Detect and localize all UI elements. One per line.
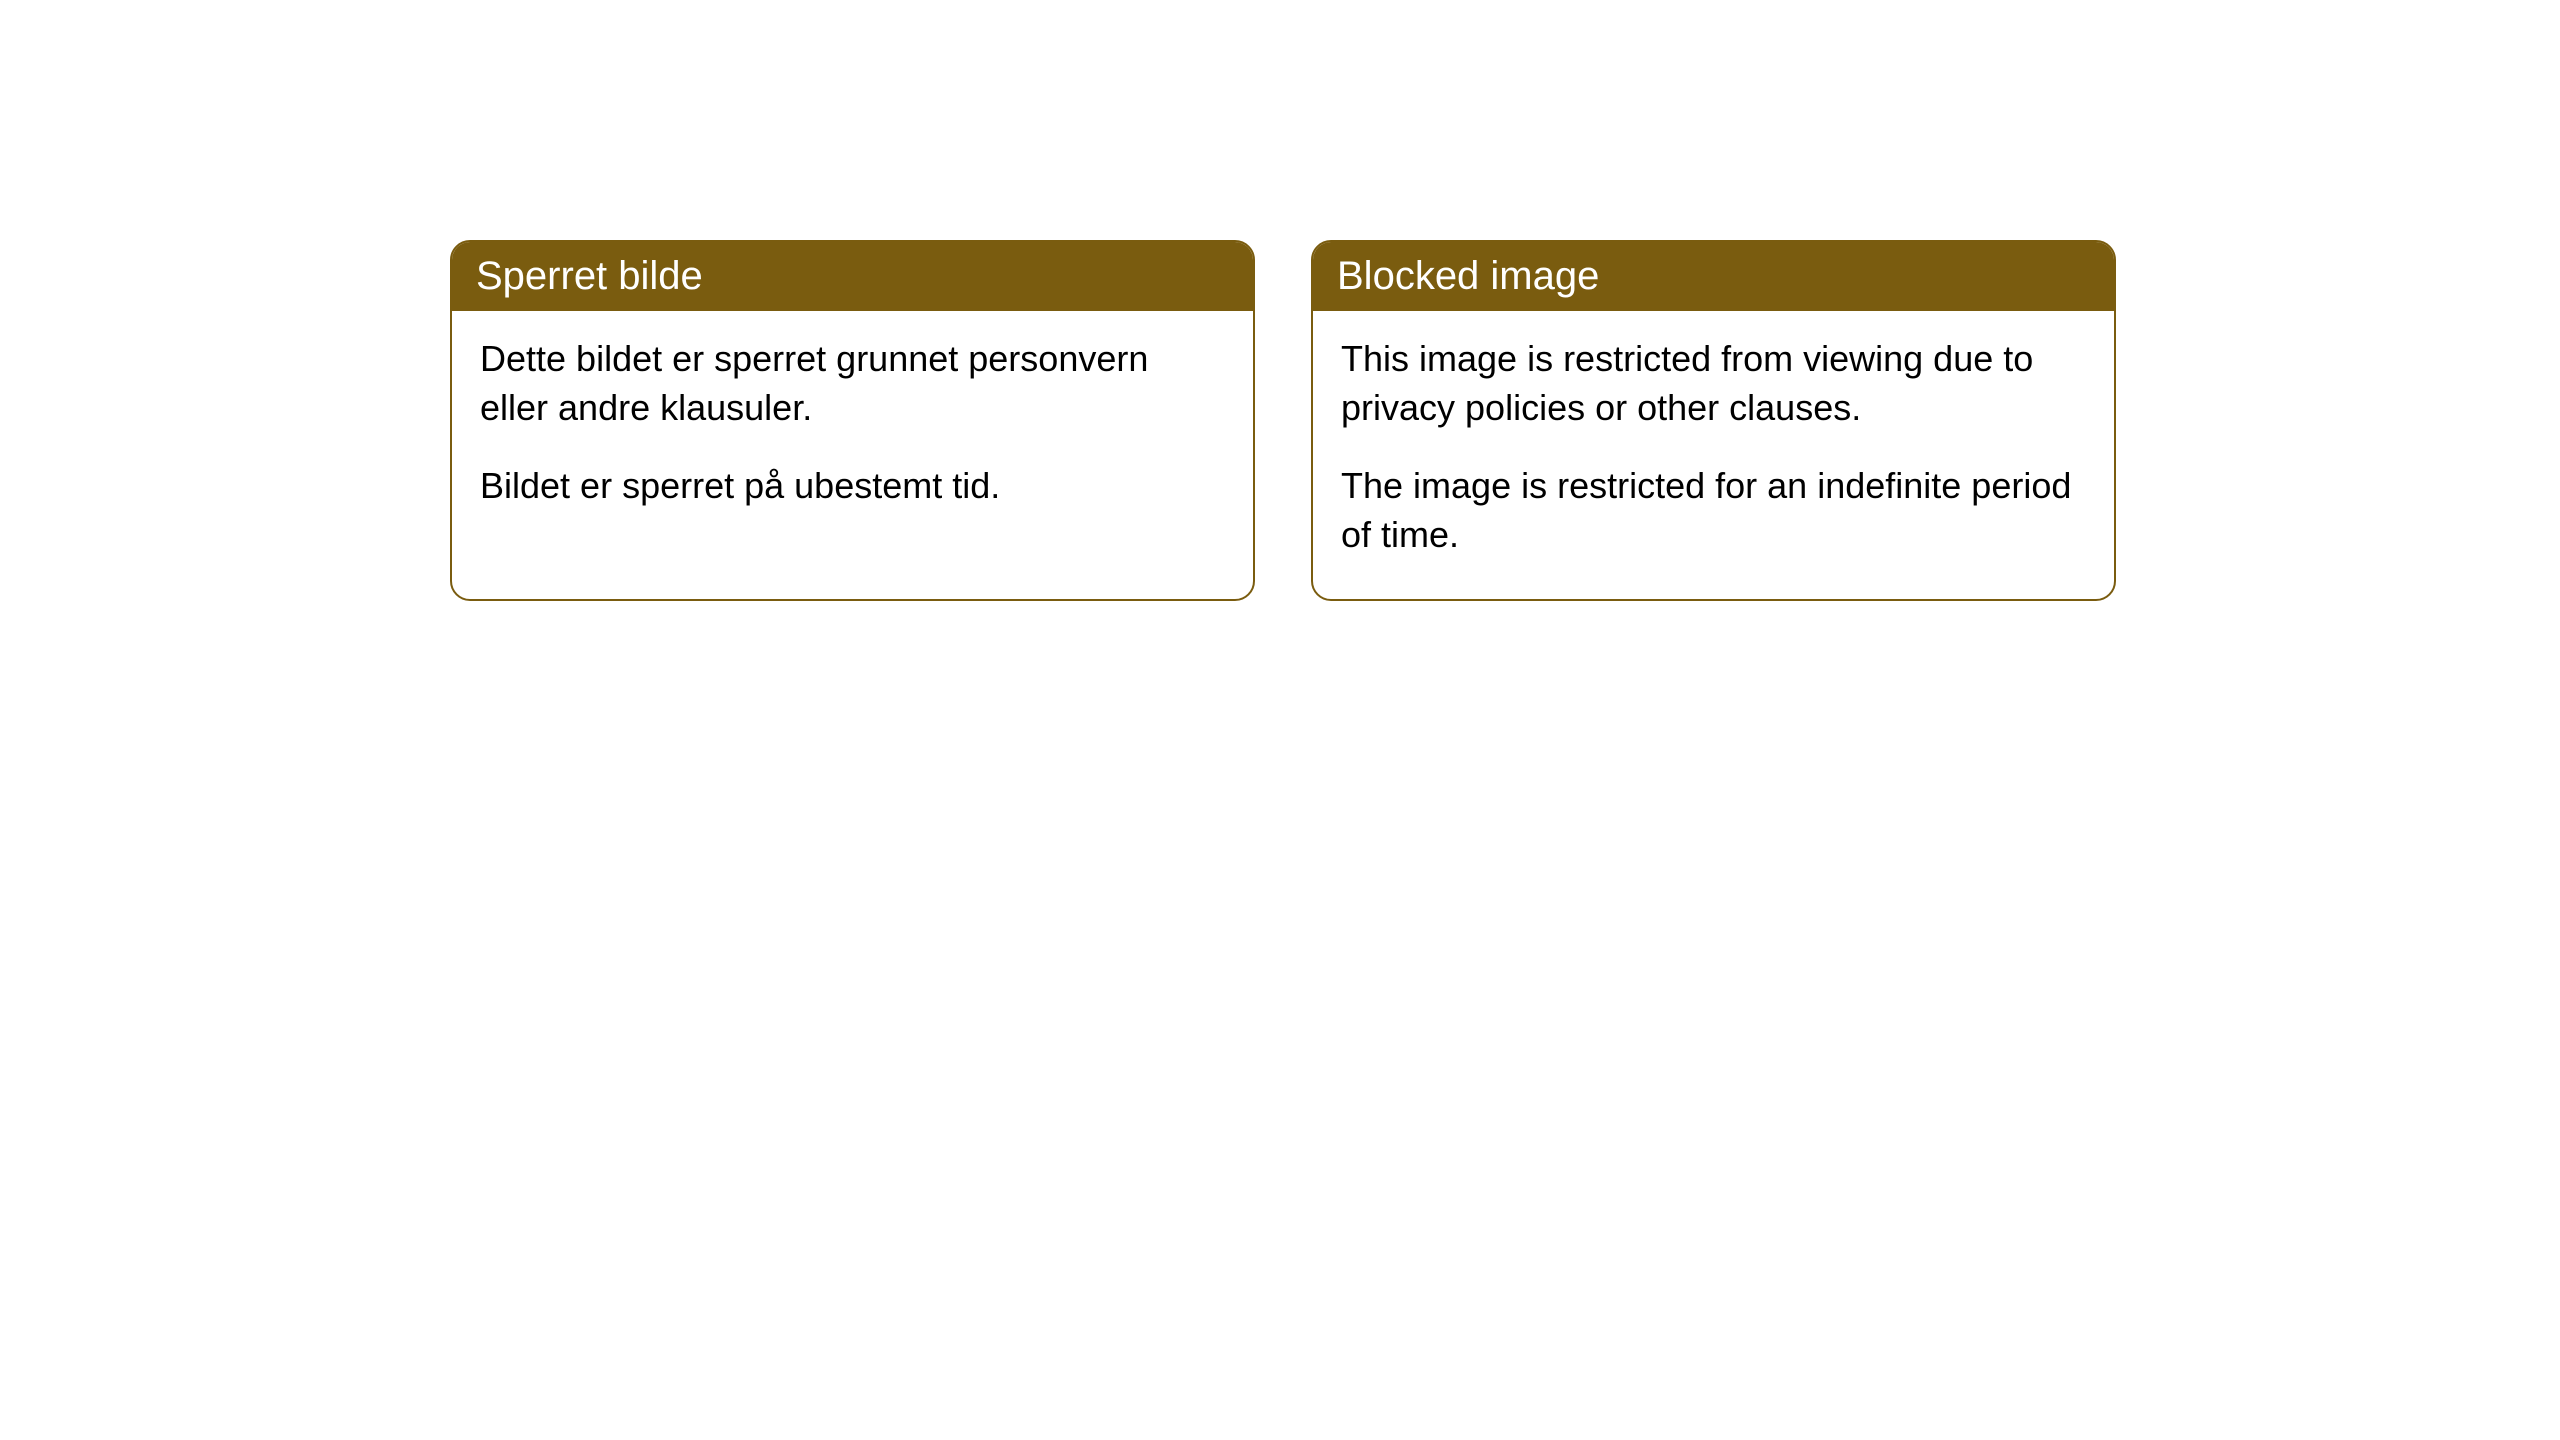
card-body-en: This image is restricted from viewing du… [1313,311,2114,599]
card-header-no: Sperret bilde [452,242,1253,311]
card-paragraph: The image is restricted for an indefinit… [1341,462,2086,559]
notice-container: Sperret bilde Dette bildet er sperret gr… [450,240,2116,601]
card-title-en: Blocked image [1337,254,1599,298]
card-header-en: Blocked image [1313,242,2114,311]
card-paragraph: Bildet er sperret på ubestemt tid. [480,462,1225,511]
notice-card-en: Blocked image This image is restricted f… [1311,240,2116,601]
card-body-no: Dette bildet er sperret grunnet personve… [452,311,1253,551]
card-paragraph: Dette bildet er sperret grunnet personve… [480,335,1225,432]
card-paragraph: This image is restricted from viewing du… [1341,335,2086,432]
card-title-no: Sperret bilde [476,254,703,298]
notice-card-no: Sperret bilde Dette bildet er sperret gr… [450,240,1255,601]
